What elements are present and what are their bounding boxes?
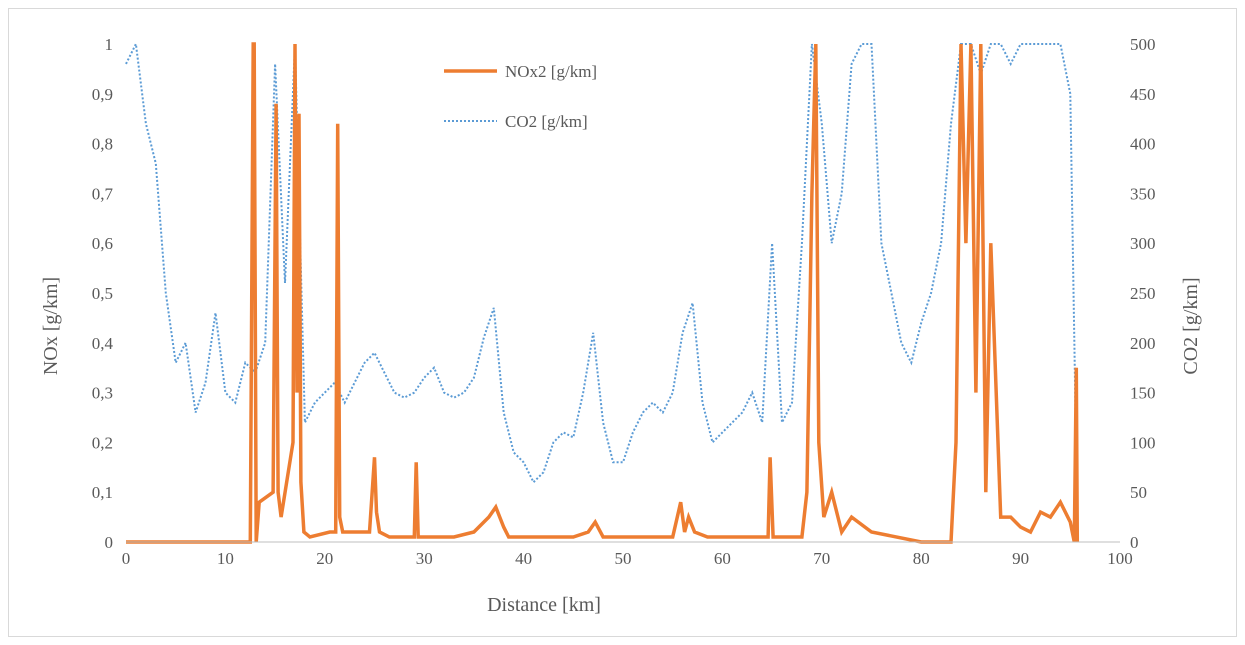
- y-right-tick-label: 0: [1130, 533, 1139, 552]
- series-line-co2: [125, 40, 1078, 484]
- y-left-tick-label: 0,2: [92, 433, 113, 452]
- legend-label-nox2: NOx2 [g/km]: [505, 62, 597, 81]
- series-line-nox2: [126, 42, 1080, 544]
- y-right-tick-label: 250: [1130, 284, 1156, 303]
- legend-label-co2: CO2 [g/km]: [505, 112, 588, 131]
- x-tick-label: 40: [515, 549, 532, 568]
- y-right-axis-title: CO2 [g/km]: [1180, 277, 1202, 374]
- y-right-tick-label: 500: [1130, 35, 1156, 54]
- y-right-tick-label: 300: [1130, 234, 1156, 253]
- y-left-tick-label: 0,3: [92, 384, 113, 403]
- y-right-tick-label: 400: [1130, 135, 1156, 154]
- y-right-tick-label: 200: [1130, 334, 1156, 353]
- y-left-tick-labels: 0 0,1 0,2 0,3 0,4 0,5 0,6 0,7 0,8 0,9 1: [92, 35, 114, 552]
- y-right-tick-label: 450: [1130, 85, 1156, 104]
- legend: NOx2 [g/km] CO2 [g/km]: [444, 62, 597, 131]
- chart-frame: 0 10 20 30 40 50 60 70 80 90 100 0 0,1 0,2 0,3 0,4 0,5 0…: [8, 8, 1237, 637]
- y-left-tick-label: 0,1: [92, 483, 113, 502]
- plot-lines: [125, 40, 1080, 544]
- y-left-tick-label: 1: [105, 35, 114, 54]
- y-left-tick-label: 0,7: [92, 184, 114, 203]
- x-tick-label: 50: [615, 549, 632, 568]
- y-right-tick-labels: 0 50 100 150 200 250 300 350 400 450 500: [1130, 35, 1156, 552]
- x-tick-label: 90: [1012, 549, 1029, 568]
- y-right-tick-label: 350: [1130, 184, 1156, 203]
- x-tick-label: 20: [316, 549, 333, 568]
- y-right-tick-label: 150: [1130, 384, 1156, 403]
- y-left-tick-label: 0,8: [92, 135, 113, 154]
- y-left-tick-label: 0,4: [92, 334, 114, 353]
- y-left-tick-label: 0,6: [92, 234, 113, 253]
- x-axis-title: Distance [km]: [487, 594, 601, 616]
- y-left-tick-label: 0,5: [92, 284, 113, 303]
- y-right-tick-label: 50: [1130, 483, 1147, 502]
- y-left-tick-label: 0,9: [92, 85, 113, 104]
- x-tick-label: 0: [122, 549, 131, 568]
- y-left-axis-title: NOx [g/km]: [40, 277, 62, 375]
- x-tick-label: 10: [217, 549, 234, 568]
- x-tick-label: 80: [913, 549, 930, 568]
- x-tick-label: 60: [714, 549, 731, 568]
- y-right-tick-label: 100: [1130, 433, 1156, 452]
- y-left-tick-label: 0: [105, 533, 114, 552]
- x-tick-label: 30: [416, 549, 433, 568]
- x-tick-labels: 0 10 20 30 40 50 60 70 80 90 100: [122, 549, 1133, 568]
- x-tick-label: 70: [813, 549, 830, 568]
- x-tick-label: 100: [1107, 549, 1133, 568]
- chart-canvas: 0 10 20 30 40 50 60 70 80 90 100 00,10,20,30,40,50…: [40, 35, 1202, 616]
